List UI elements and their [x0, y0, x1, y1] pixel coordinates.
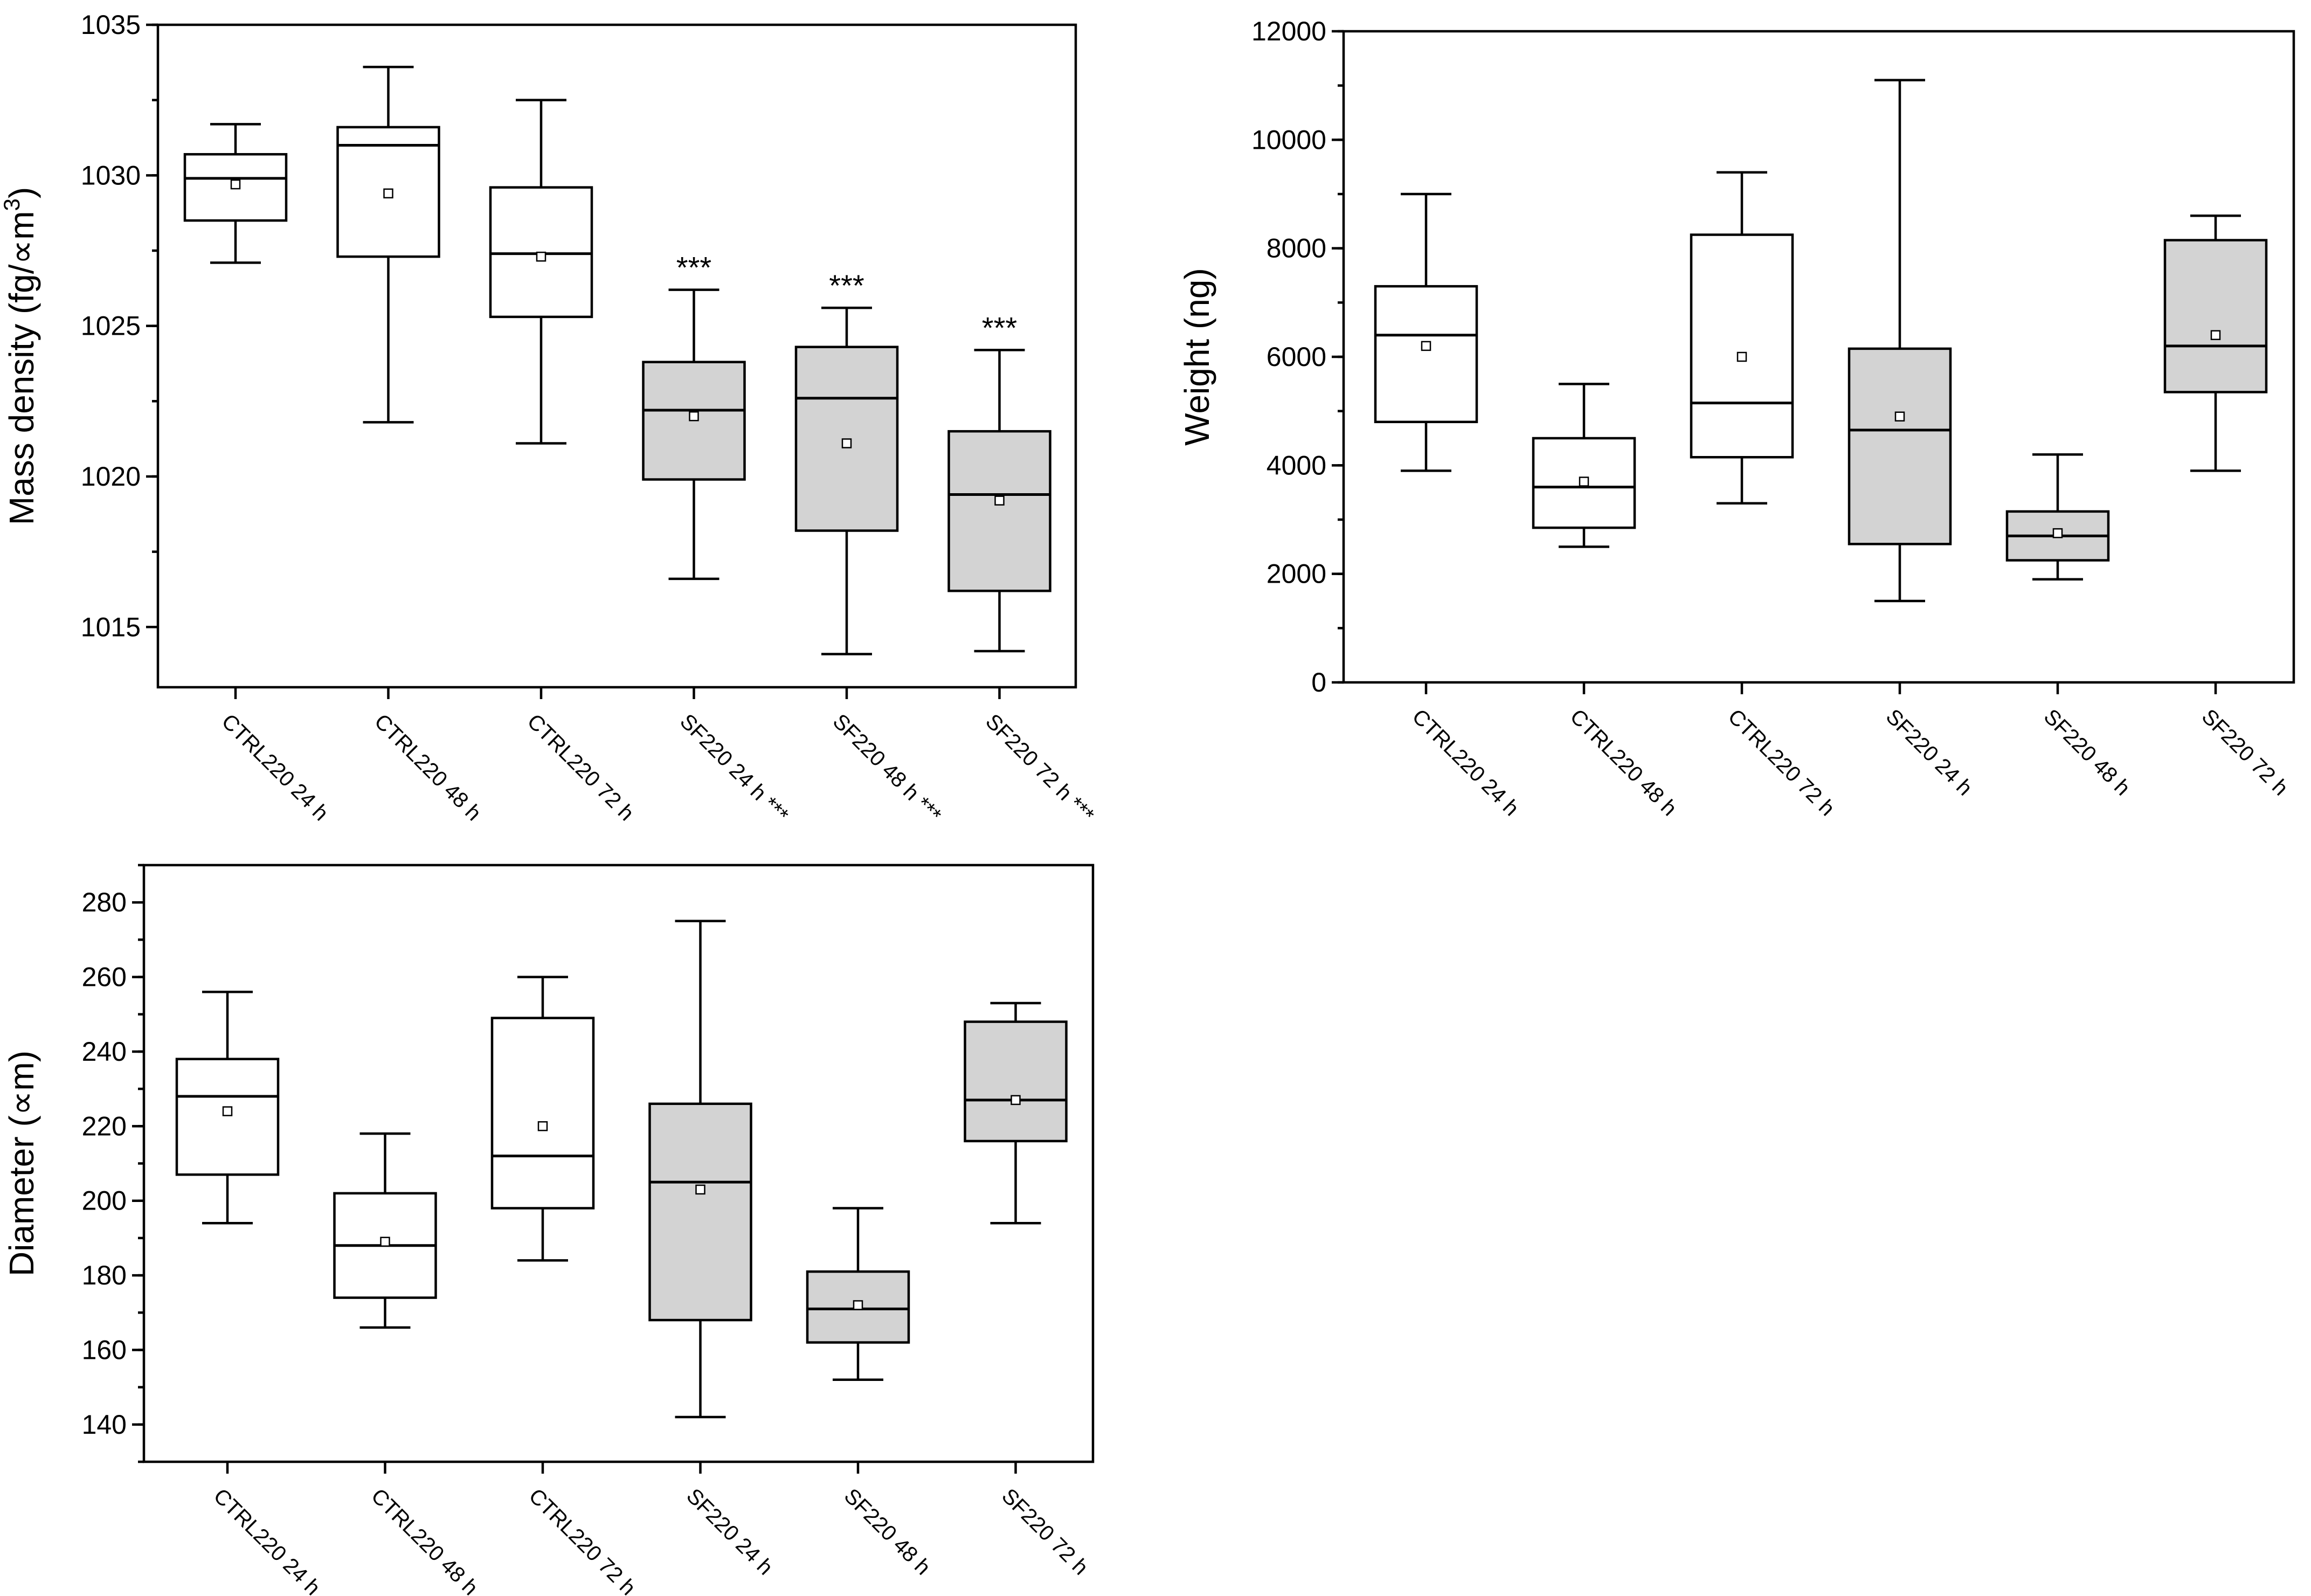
- y-axis-title-main: Weight (ng): [1178, 268, 1216, 446]
- y-tick-label: 4000: [1267, 450, 1326, 480]
- iqr-box: [1374, 285, 1478, 424]
- y-tick-label: 260: [82, 962, 127, 992]
- plot-frame: [156, 23, 1077, 689]
- mean-marker: [537, 1121, 548, 1131]
- y-tick-label: 1025: [81, 311, 141, 341]
- y-tick-label: 1030: [81, 160, 141, 190]
- y-tick-label: 6000: [1267, 342, 1326, 372]
- mean-marker: [2210, 330, 2221, 340]
- mean-marker: [1894, 411, 1905, 422]
- mean-marker: [689, 411, 699, 422]
- mean-marker: [1736, 351, 1747, 362]
- significance-marker: ***: [982, 310, 1017, 344]
- box-4: SF220 24 h: [648, 920, 777, 1580]
- y-tick-label: 1035: [81, 10, 141, 40]
- y-tick-label: 280: [82, 887, 127, 917]
- y-axis-title: Diameter (∝m): [2, 1051, 41, 1276]
- mean-marker: [380, 1236, 390, 1247]
- mean-marker: [994, 495, 1005, 506]
- y-tick-label: 140: [82, 1410, 127, 1440]
- mean-marker: [230, 179, 241, 190]
- y-tick-label: 1015: [81, 612, 141, 642]
- y-tick-label: 0: [1311, 667, 1326, 697]
- y-tick-label: 8000: [1267, 233, 1326, 264]
- y-tick-label: 2000: [1267, 559, 1326, 589]
- iqr-box: [1848, 347, 1952, 545]
- iqr-box: [175, 1058, 280, 1176]
- y-axis-title-superscript: 3: [0, 198, 24, 211]
- y-tick-label: 1020: [81, 461, 141, 492]
- y-tick-label: 12000: [1251, 16, 1326, 46]
- mean-marker: [695, 1184, 705, 1195]
- mean-marker: [1579, 476, 1589, 487]
- iqr-box: [2163, 239, 2268, 393]
- iqr-box: [336, 126, 440, 258]
- y-tick-label: 160: [82, 1335, 127, 1365]
- mean-marker: [853, 1300, 863, 1310]
- iqr-box: [964, 1020, 1068, 1143]
- y-axis-title-tail: ): [2, 187, 41, 198]
- significance-marker: ***: [829, 268, 864, 302]
- y-tick-label: 180: [82, 1260, 127, 1290]
- y-tick-label: 200: [82, 1186, 127, 1216]
- y-tick-label: 240: [82, 1037, 127, 1067]
- iqr-box: [1690, 233, 1794, 459]
- mean-marker: [536, 251, 546, 262]
- mean-marker: [1011, 1095, 1021, 1106]
- mean-marker: [1421, 341, 1431, 351]
- mean-marker: [222, 1106, 233, 1116]
- mean-marker: [841, 438, 852, 448]
- mean-marker: [383, 188, 393, 199]
- iqr-box: [947, 430, 1051, 592]
- y-tick-label: 10000: [1251, 125, 1326, 155]
- y-axis-title-main: Diameter (∝m): [2, 1051, 41, 1276]
- y-axis-title-main: Mass density (fg/∝m: [2, 211, 41, 525]
- y-tick-label: 220: [82, 1111, 127, 1141]
- y-axis-title: Weight (ng): [1178, 268, 1216, 446]
- significance-marker: ***: [676, 251, 711, 285]
- iqr-box: [490, 1017, 595, 1210]
- y-axis-title: Mass density (fg/∝m3): [0, 187, 41, 525]
- mean-marker: [2052, 528, 2063, 538]
- iqr-box: [648, 1102, 752, 1322]
